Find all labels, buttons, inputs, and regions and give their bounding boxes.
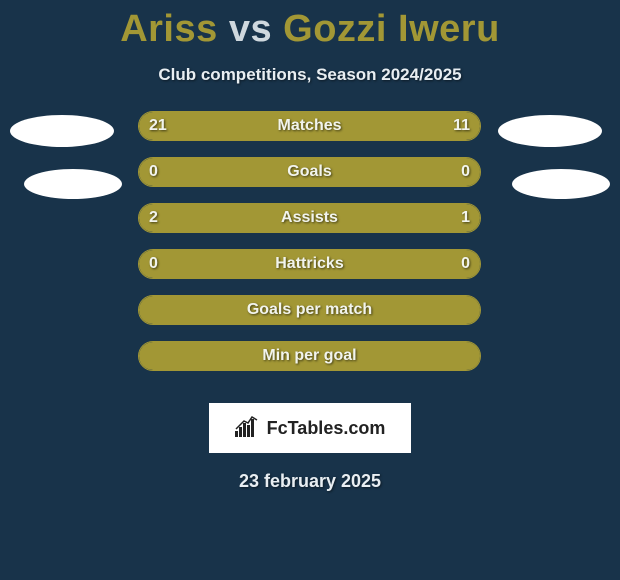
bar-label: Assists — [139, 204, 480, 232]
avatar-column-right — [498, 115, 610, 199]
vs-text: vs — [229, 8, 272, 50]
player2-avatar-placeholder-2 — [512, 169, 610, 199]
bar-value-left: 21 — [139, 112, 177, 140]
stat-bar: Min per goal — [138, 341, 481, 371]
bar-label: Goals per match — [139, 296, 480, 324]
bar-label: Matches — [139, 112, 480, 140]
bar-label: Hattricks — [139, 250, 480, 278]
avatar-column-left — [10, 115, 122, 199]
bar-value-left: 0 — [139, 250, 168, 278]
player2-avatar-placeholder — [498, 115, 602, 147]
stat-bar: Hattricks0 0 — [138, 249, 481, 279]
bar-value-right: 0 — [451, 250, 480, 278]
stat-bar: Assists2 1 — [138, 203, 481, 233]
bar-value-right: 11 — [443, 112, 480, 140]
comparison-infographic: Ariss vs Gozzi Iweru Club competitions, … — [0, 0, 620, 580]
bar-value-right: 1 — [451, 204, 480, 232]
date-line: 23 february 2025 — [0, 471, 620, 492]
fctables-logo-icon — [235, 415, 261, 442]
player2-name: Gozzi Iweru — [283, 8, 500, 50]
stat-bar: Goals0 0 — [138, 157, 481, 187]
logo-text: FcTables.com — [267, 418, 386, 439]
player1-avatar-placeholder — [10, 115, 114, 147]
subtitle: Club competitions, Season 2024/2025 — [0, 65, 620, 85]
bar-value-left: 2 — [139, 204, 168, 232]
bar-value-right: 0 — [451, 158, 480, 186]
player1-name: Ariss — [120, 8, 218, 50]
stat-bar: Matches21 11 — [138, 111, 481, 141]
bar-label: Min per goal — [139, 342, 480, 370]
chart-area: Matches2111Goals00Assists21Hattricks00Go… — [0, 123, 620, 393]
bar-value-left: 0 — [139, 158, 168, 186]
player1-avatar-placeholder-2 — [24, 169, 122, 199]
logo-box: FcTables.com — [209, 403, 411, 453]
title: Ariss vs Gozzi Iweru — [0, 0, 620, 51]
bars-container: Matches2111Goals00Assists21Hattricks00Go… — [138, 111, 481, 387]
bar-label: Goals — [139, 158, 480, 186]
stat-bar: Goals per match — [138, 295, 481, 325]
